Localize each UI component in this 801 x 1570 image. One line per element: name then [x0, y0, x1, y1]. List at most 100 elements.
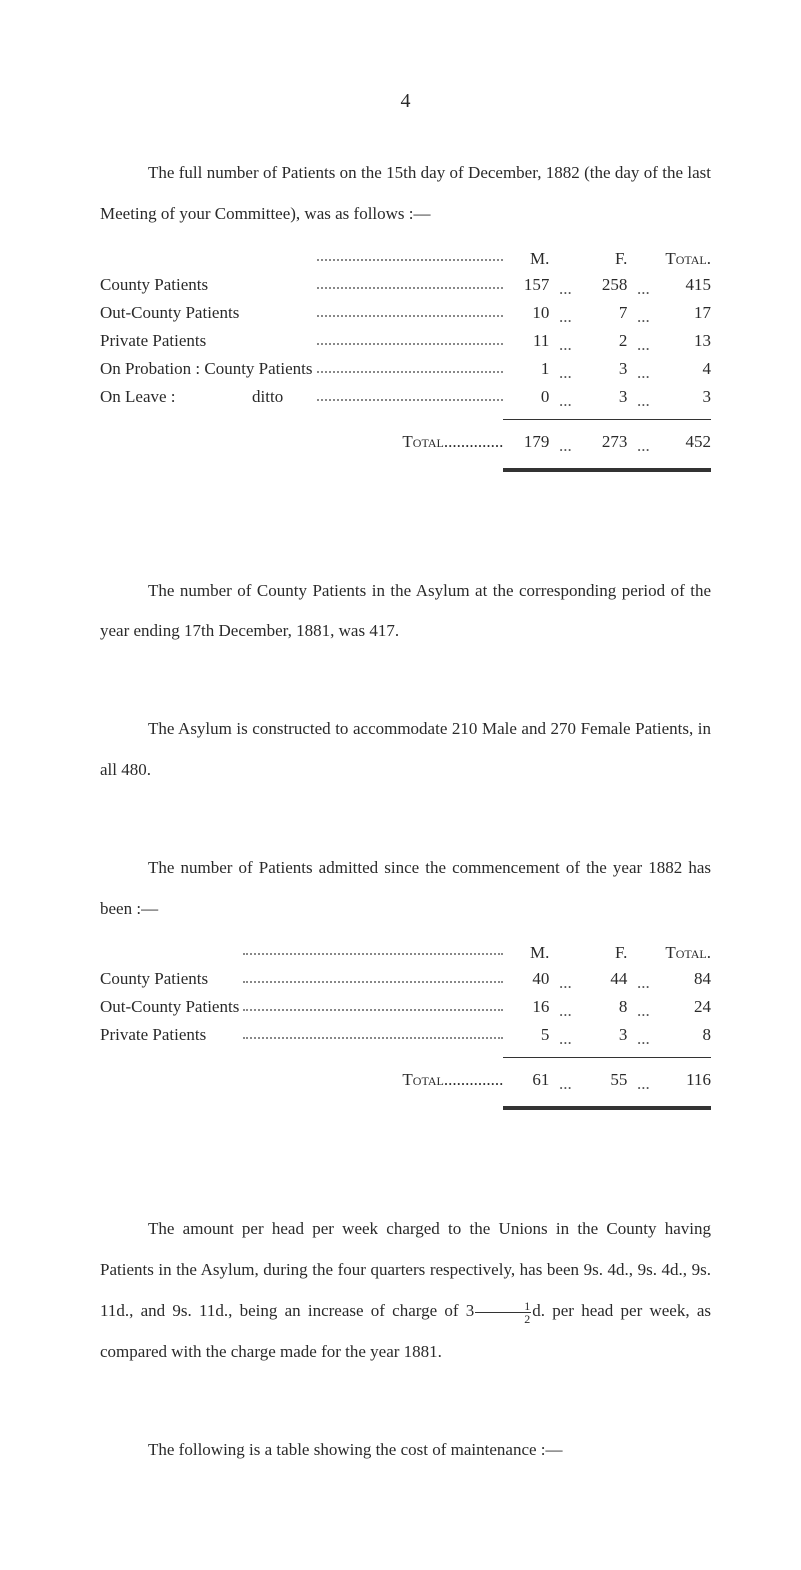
- fraction-denominator: 2: [475, 1313, 531, 1325]
- total-m: 179: [503, 424, 549, 456]
- ellipsis: ...: [549, 1062, 581, 1094]
- cell-m: 0: [503, 383, 549, 411]
- ellipsis: ...: [627, 355, 659, 383]
- rule-row: [100, 1049, 711, 1062]
- ellipsis: ...: [627, 965, 659, 993]
- fraction-one-half: 12: [475, 1300, 531, 1325]
- total-label-text: Total: [402, 1070, 443, 1089]
- cell-total: 415: [659, 271, 711, 299]
- total-total: 452: [659, 424, 711, 456]
- table-row: Out-County Patients 10 ... 7 ... 17: [100, 299, 711, 327]
- rule-heavy: [503, 468, 711, 472]
- total-row: Total.............. 179 ... 273 ... 452: [100, 424, 711, 456]
- leader-dots: [317, 299, 504, 327]
- paragraph-asylum-capacity: The Asylum is constructed to accommodate…: [100, 709, 711, 791]
- ellipsis: ...: [627, 327, 659, 355]
- ellipsis: ...: [627, 424, 659, 456]
- cell-m: 10: [503, 299, 549, 327]
- table-header-row: M. F. Total.: [100, 939, 711, 965]
- cell-m: 5: [503, 1021, 549, 1049]
- total-label: Total..............: [317, 424, 504, 456]
- row-label: County Patients: [100, 965, 243, 993]
- ellipsis: ...: [549, 271, 581, 299]
- table-row: On Probation : County Patients 1 ... 3 .…: [100, 355, 711, 383]
- total-f: 55: [581, 1062, 627, 1094]
- ellipsis: ...: [549, 299, 581, 327]
- leader-dots: [317, 271, 504, 299]
- ellipsis: ...: [549, 1021, 581, 1049]
- rule-light: [503, 1057, 711, 1058]
- row-label: On Probation : County Patients: [100, 355, 317, 383]
- paragraph-following-table: The following is a table showing the cos…: [100, 1430, 711, 1471]
- page-number: 4: [100, 90, 711, 113]
- cell-f: 3: [581, 1021, 627, 1049]
- rule-row: [100, 411, 711, 424]
- table: M. F. Total. County Patients 157 ... 258…: [100, 245, 711, 484]
- rule-row: [100, 456, 711, 484]
- cell-total: 4: [659, 355, 711, 383]
- ellipsis: ...: [627, 299, 659, 327]
- col-header-total: Total.: [659, 245, 711, 271]
- document-page: 4 The full number of Patients on the 15t…: [0, 0, 801, 1570]
- paragraph-county-patients: The number of County Patients in the Asy…: [100, 571, 711, 653]
- leader-dots: [317, 355, 504, 383]
- leader-dots: [243, 993, 503, 1021]
- total-row: Total.............. 61 ... 55 ... 116: [100, 1062, 711, 1094]
- total-total: 116: [659, 1062, 711, 1094]
- col-header-total: Total.: [659, 939, 711, 965]
- table-header-row: M. F. Total.: [100, 245, 711, 271]
- table-row: Out-County Patients 16 ... 8 ... 24: [100, 993, 711, 1021]
- row-label: Private Patients: [100, 1021, 243, 1049]
- leader-dots: [243, 965, 503, 993]
- ellipsis: ...: [549, 383, 581, 411]
- cell-f: 3: [581, 355, 627, 383]
- ellipsis: ...: [627, 271, 659, 299]
- ellipsis: ...: [549, 424, 581, 456]
- cell-m: 16: [503, 993, 549, 1021]
- col-header-m: M.: [503, 245, 549, 271]
- patients-table-2: M. F. Total. County Patients 40 ... 44 .…: [100, 939, 711, 1122]
- patients-table-1: M. F. Total. County Patients 157 ... 258…: [100, 245, 711, 484]
- total-m: 61: [503, 1062, 549, 1094]
- rule-row: [100, 1094, 711, 1122]
- cell-f: 2: [581, 327, 627, 355]
- cell-f: 7: [581, 299, 627, 327]
- cell-total: 17: [659, 299, 711, 327]
- row-label: Out-County Patients: [100, 993, 243, 1021]
- row-label: County Patients: [100, 271, 317, 299]
- cell-total: 24: [659, 993, 711, 1021]
- col-header-f: F.: [581, 939, 627, 965]
- cell-total: 84: [659, 965, 711, 993]
- col-header-m: M.: [503, 939, 549, 965]
- ellipsis: ...: [549, 993, 581, 1021]
- ellipsis: ...: [627, 1021, 659, 1049]
- row-label: Out-County Patients: [100, 299, 317, 327]
- paragraph-charge: The amount per head per week charged to …: [100, 1209, 711, 1372]
- row-label: On Leave : ditto: [100, 383, 317, 411]
- table-row: Private Patients 5 ... 3 ... 8: [100, 1021, 711, 1049]
- total-label: Total..............: [243, 1062, 503, 1094]
- table-row: County Patients 157 ... 258 ... 415: [100, 271, 711, 299]
- ellipsis: ...: [627, 383, 659, 411]
- cell-f: 3: [581, 383, 627, 411]
- cell-m: 157: [503, 271, 549, 299]
- cell-total: 3: [659, 383, 711, 411]
- leader-dots: [317, 327, 504, 355]
- col-header-f: F.: [581, 245, 627, 271]
- total-label-text: Total: [402, 432, 443, 451]
- cell-m: 40: [503, 965, 549, 993]
- cell-f: 44: [581, 965, 627, 993]
- paragraph-admitted: The number of Patients admitted since th…: [100, 848, 711, 930]
- ellipsis: ...: [549, 327, 581, 355]
- ellipsis: ...: [549, 355, 581, 383]
- cell-f: 8: [581, 993, 627, 1021]
- table-row: On Leave : ditto 0 ... 3 ... 3: [100, 383, 711, 411]
- ellipsis: ...: [627, 1062, 659, 1094]
- cell-m: 11: [503, 327, 549, 355]
- row-label: Private Patients: [100, 327, 317, 355]
- table-row: Private Patients 11 ... 2 ... 13: [100, 327, 711, 355]
- table-row: County Patients 40 ... 44 ... 84: [100, 965, 711, 993]
- total-f: 273: [581, 424, 627, 456]
- leader-dots: [243, 1021, 503, 1049]
- leader-dots: [317, 383, 504, 411]
